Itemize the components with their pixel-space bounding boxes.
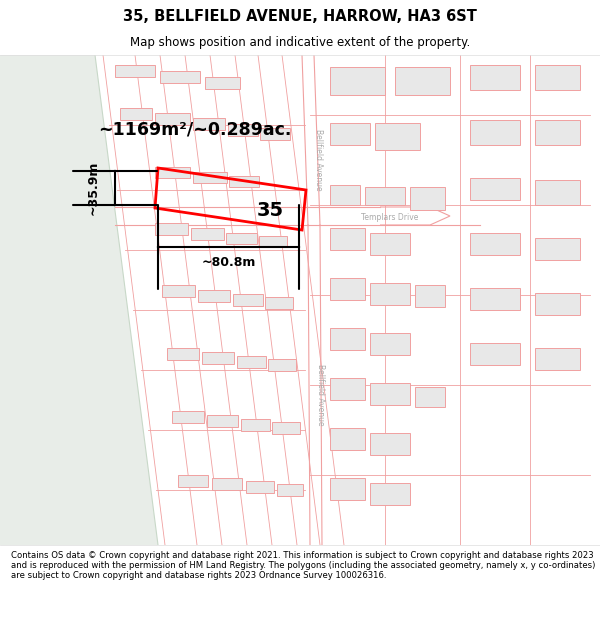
Polygon shape	[330, 123, 370, 145]
Polygon shape	[212, 478, 242, 490]
Polygon shape	[330, 328, 365, 350]
Text: Map shows position and indicative extent of the property.: Map shows position and indicative extent…	[130, 36, 470, 49]
Polygon shape	[535, 293, 580, 315]
Polygon shape	[415, 387, 445, 407]
Polygon shape	[330, 67, 385, 95]
Polygon shape	[228, 124, 258, 136]
Polygon shape	[277, 484, 303, 496]
Polygon shape	[535, 180, 580, 205]
Text: Bellfield Avenue: Bellfield Avenue	[314, 129, 323, 191]
Polygon shape	[370, 283, 410, 305]
Polygon shape	[330, 228, 365, 250]
Polygon shape	[202, 352, 234, 364]
Polygon shape	[370, 383, 410, 405]
Polygon shape	[178, 475, 208, 487]
Polygon shape	[330, 428, 365, 450]
Polygon shape	[241, 419, 270, 431]
Polygon shape	[167, 348, 199, 360]
Polygon shape	[330, 378, 365, 400]
Polygon shape	[207, 415, 238, 427]
Polygon shape	[268, 359, 296, 371]
Text: 35: 35	[256, 201, 284, 221]
Polygon shape	[535, 348, 580, 370]
Polygon shape	[330, 478, 365, 500]
Polygon shape	[260, 128, 290, 140]
Polygon shape	[535, 238, 580, 260]
Polygon shape	[370, 483, 410, 505]
Polygon shape	[470, 288, 520, 310]
Polygon shape	[375, 123, 420, 150]
Polygon shape	[155, 113, 190, 125]
Polygon shape	[198, 290, 230, 302]
Text: Bellfield Avenue: Bellfield Avenue	[316, 364, 325, 426]
Polygon shape	[470, 65, 520, 90]
Polygon shape	[193, 118, 225, 130]
Polygon shape	[193, 172, 227, 183]
Text: ~1169m²/~0.289ac.: ~1169m²/~0.289ac.	[98, 121, 292, 139]
Text: Templars Drive: Templars Drive	[361, 213, 419, 221]
Polygon shape	[155, 167, 190, 178]
Polygon shape	[233, 294, 263, 306]
Polygon shape	[191, 228, 224, 240]
Polygon shape	[162, 285, 195, 297]
Polygon shape	[470, 120, 520, 145]
Polygon shape	[265, 297, 293, 309]
Text: 35, BELLFIELD AVENUE, HARROW, HA3 6ST: 35, BELLFIELD AVENUE, HARROW, HA3 6ST	[123, 9, 477, 24]
Text: ~80.8m: ~80.8m	[202, 256, 256, 269]
Polygon shape	[470, 233, 520, 255]
Polygon shape	[415, 285, 445, 307]
Polygon shape	[535, 65, 580, 90]
Polygon shape	[410, 187, 445, 210]
Polygon shape	[470, 343, 520, 365]
Polygon shape	[172, 411, 204, 423]
Polygon shape	[365, 187, 405, 205]
Polygon shape	[226, 233, 257, 244]
Text: ~35.9m: ~35.9m	[86, 161, 100, 215]
Polygon shape	[470, 178, 520, 200]
Polygon shape	[370, 433, 410, 455]
Polygon shape	[259, 236, 287, 247]
Polygon shape	[370, 333, 410, 355]
Polygon shape	[160, 71, 200, 83]
Polygon shape	[370, 233, 410, 255]
Polygon shape	[237, 356, 266, 368]
Polygon shape	[272, 422, 300, 434]
Polygon shape	[115, 65, 155, 77]
Polygon shape	[535, 120, 580, 145]
Polygon shape	[330, 185, 360, 205]
Polygon shape	[246, 481, 274, 493]
Polygon shape	[330, 278, 365, 300]
Polygon shape	[0, 55, 158, 545]
Polygon shape	[120, 108, 152, 120]
Text: Contains OS data © Crown copyright and database right 2021. This information is : Contains OS data © Crown copyright and d…	[11, 551, 595, 581]
Polygon shape	[395, 67, 450, 95]
Polygon shape	[155, 223, 188, 235]
Polygon shape	[205, 77, 240, 89]
Polygon shape	[229, 176, 259, 187]
